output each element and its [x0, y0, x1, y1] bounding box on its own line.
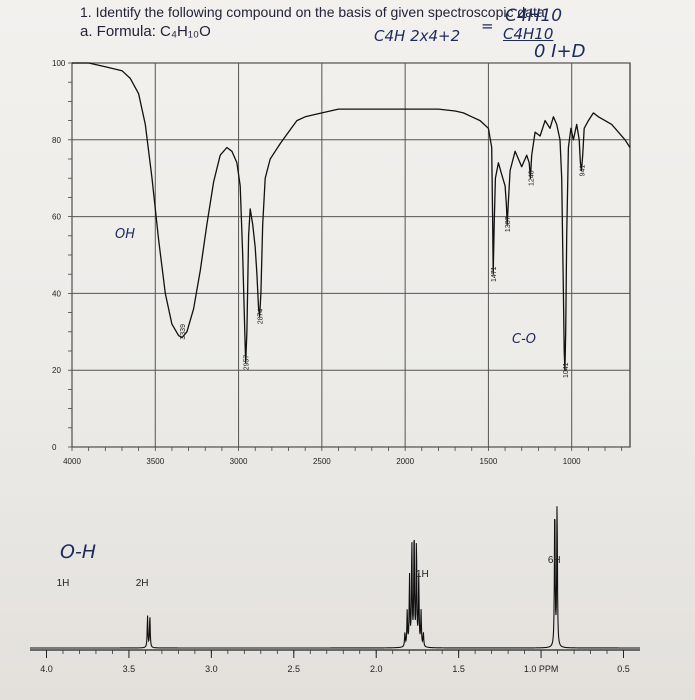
- nmr-x-tick-label: 3.0: [205, 664, 218, 674]
- ir-x-tick-label: 3000: [230, 457, 248, 466]
- ir-x-tick-label: 3500: [146, 457, 164, 466]
- ir-peak-label: 941: [580, 165, 587, 177]
- ir-peak-label: 1041: [563, 362, 570, 378]
- ir-x-tick-label: 2500: [313, 457, 331, 466]
- ir-y-tick-label: 60: [52, 213, 61, 222]
- ir-peak-label: 1471: [491, 266, 498, 282]
- handwritten-formula-top: C4H10: [505, 6, 563, 26]
- ir-x-tick-label: 1000: [563, 457, 581, 466]
- nmr-x-tick-label: 2.5: [288, 664, 301, 674]
- nmr-chart: 4.0 3.5 3.0 2.5 2.0 1.5 1.0 PPM 0.5 1H 2H 1H 6H: [30, 506, 640, 674]
- ir-peak-label: 1248: [528, 170, 535, 186]
- ir-y-tick-label: 100: [52, 59, 66, 68]
- ir-x-tick-label: 1500: [480, 457, 498, 466]
- ir-y-tick-label: 20: [52, 366, 61, 375]
- handwritten-formula-mid: C4H 2x4+2: [374, 27, 461, 45]
- ir-x-tick-label: 4000: [63, 457, 81, 466]
- nmr-integration-label: 6H: [548, 555, 561, 566]
- handwritten-formula-fraction: C4H10: [503, 25, 554, 43]
- nmr-x-tick-label: 1.5: [452, 664, 465, 674]
- handwritten-oh-ir: OH: [115, 227, 136, 242]
- ir-y-tick-label: 40: [52, 289, 61, 298]
- ir-x-tick-label: 2000: [396, 457, 414, 466]
- handwritten-oh-nmr: O-H: [60, 541, 97, 563]
- question-line-2: a. Formula: C₄H₁₀O: [80, 23, 211, 40]
- question-line-1: 1. Identify the following compound on th…: [80, 4, 545, 20]
- nmr-integration-label: 2H: [136, 578, 149, 589]
- nmr-spectrum-line: [30, 506, 640, 649]
- ir-y-tick-label: 0: [52, 443, 57, 452]
- ir-spectrum-line: [72, 62, 631, 371]
- nmr-x-tick-label: 4.0: [40, 664, 53, 674]
- nmr-integration-label: 1H: [57, 578, 70, 589]
- nmr-x-tick-label: 0.5: [617, 664, 630, 674]
- ir-peak-label: 3339: [180, 324, 187, 340]
- nmr-x-tick-label: 3.5: [123, 664, 136, 674]
- nmr-x-tick-label: 1.0 PPM: [524, 664, 559, 674]
- nmr-x-tick-label: 2.0: [370, 664, 383, 674]
- ir-peak-label: 1387: [505, 216, 512, 232]
- ir-peak-label: 2957: [244, 355, 251, 371]
- handwritten-dbe: 0 I+D: [534, 41, 586, 62]
- handwritten-equals: =: [481, 17, 494, 35]
- ir-peak-label: 2874: [258, 309, 265, 325]
- handwritten-co-ir: C-O: [512, 332, 537, 347]
- ir-chart: 4000 3500 3000 2500 2000 1500 1000 0 20 40 60 80 100…: [52, 59, 631, 466]
- ir-y-tick-label: 80: [52, 136, 61, 145]
- nmr-integration-label: 1H: [416, 569, 429, 580]
